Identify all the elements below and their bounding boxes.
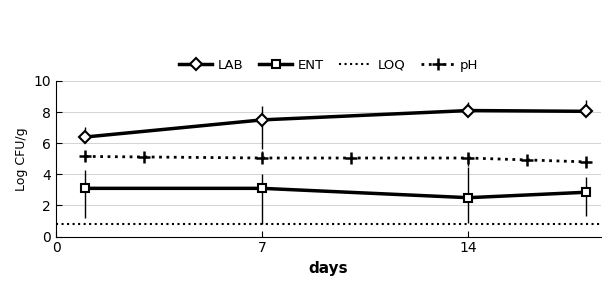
X-axis label: days: days [309, 261, 348, 276]
Y-axis label: Log CFU/g: Log CFU/g [15, 127, 28, 191]
Legend: LAB, ENT, LOQ, pH: LAB, ENT, LOQ, pH [174, 53, 483, 77]
